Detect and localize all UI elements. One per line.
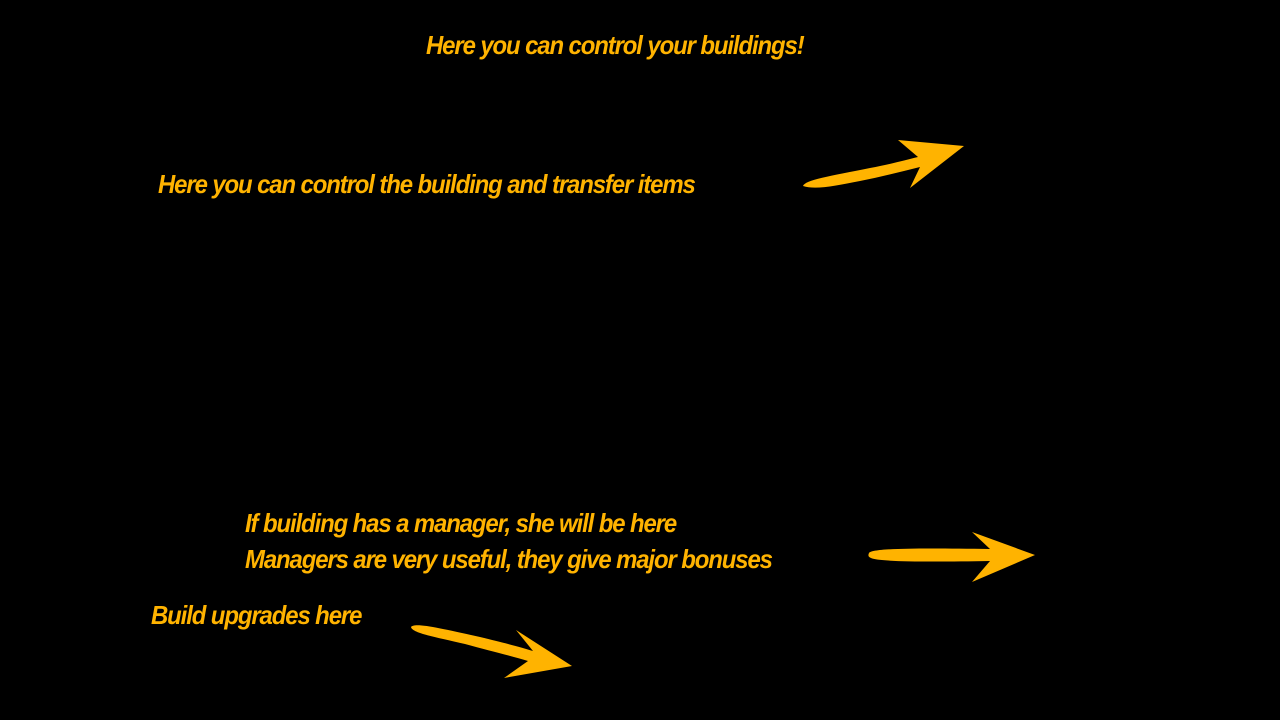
hint-manager-line-1: If building has a manager, she will be h… xyxy=(245,508,677,538)
hint-upgrades: Build upgrades here xyxy=(151,600,362,630)
hint-manager-line-2: Managers are very useful, they give majo… xyxy=(245,544,773,574)
arrow-right-icon xyxy=(868,532,1035,582)
hint-building-control: Here you can control the building and tr… xyxy=(158,169,696,199)
tutorial-title: Here you can control your buildings! xyxy=(426,30,805,60)
arrow-down-right-icon xyxy=(411,625,572,678)
arrow-right-icon xyxy=(803,140,964,188)
